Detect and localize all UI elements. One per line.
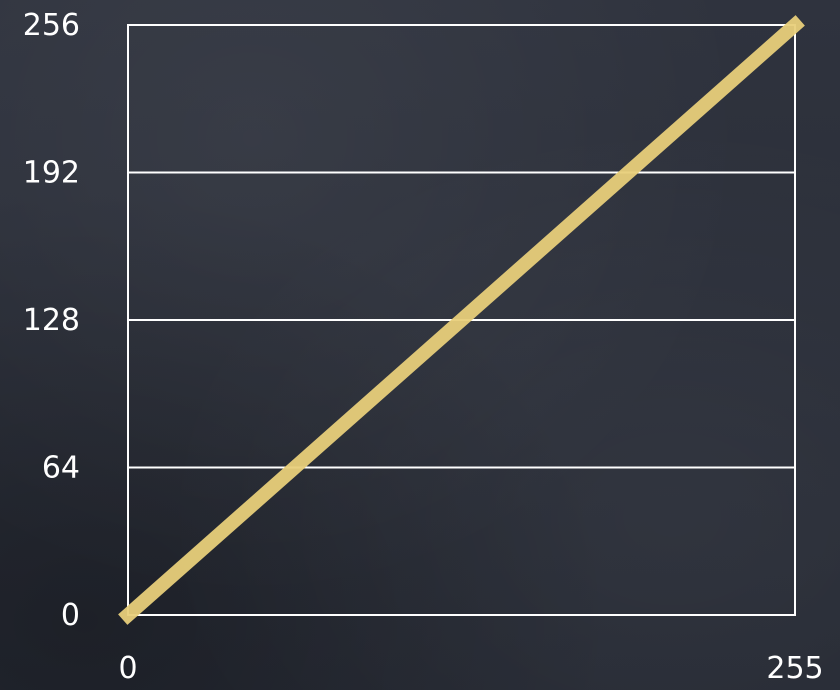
x-tick-labels: 0 255: [118, 651, 823, 686]
y-tick-label-0: 0: [61, 598, 80, 633]
gridlines: [128, 24, 795, 616]
y-tick-label-4: 256: [23, 8, 80, 43]
x-tick-label-0: 0: [118, 651, 137, 686]
series-line-0: [118, 15, 805, 625]
x-tick-label-1: 255: [766, 651, 823, 686]
series-layer: [118, 15, 805, 625]
y-tick-label-2: 128: [23, 303, 80, 338]
y-tick-label-3: 192: [23, 156, 80, 191]
y-tick-labels: 0 64 128 192 256: [23, 8, 80, 633]
y-tick-label-1: 64: [42, 451, 80, 486]
